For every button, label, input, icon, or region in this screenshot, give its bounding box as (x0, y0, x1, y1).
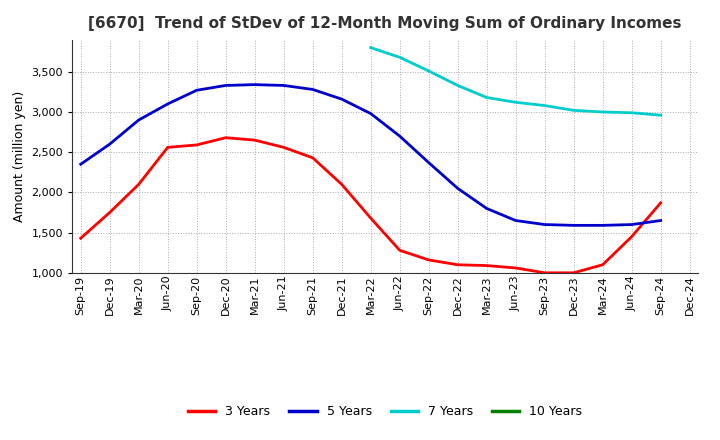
7 Years (570, 108, 578, 113)
3 Years (482, 263, 491, 268)
3 Years (366, 216, 375, 221)
3 Years (192, 142, 201, 147)
3 Years (541, 270, 549, 275)
Line: 3 Years: 3 Years (81, 138, 661, 273)
3 Years (105, 210, 114, 215)
5 Years (454, 186, 462, 191)
5 Years (135, 117, 143, 123)
3 Years (163, 145, 172, 150)
5 Years (192, 88, 201, 93)
5 Years (163, 101, 172, 106)
5 Years (279, 83, 288, 88)
3 Years (657, 200, 665, 205)
3 Years (221, 135, 230, 140)
3 Years (76, 235, 85, 241)
3 Years (598, 262, 607, 268)
3 Years (511, 265, 520, 271)
7 Years (627, 110, 636, 115)
7 Years (598, 109, 607, 114)
5 Years (482, 206, 491, 211)
7 Years (395, 55, 404, 60)
3 Years (627, 234, 636, 239)
5 Years (424, 160, 433, 165)
Title: [6670]  Trend of StDev of 12-Month Moving Sum of Ordinary Incomes: [6670] Trend of StDev of 12-Month Moving… (89, 16, 682, 32)
5 Years (657, 218, 665, 223)
5 Years (366, 111, 375, 116)
5 Years (251, 82, 259, 87)
3 Years (395, 248, 404, 253)
5 Years (221, 83, 230, 88)
3 Years (279, 145, 288, 150)
5 Years (541, 222, 549, 227)
5 Years (511, 218, 520, 223)
7 Years (482, 95, 491, 100)
5 Years (308, 87, 317, 92)
5 Years (627, 222, 636, 227)
5 Years (338, 96, 346, 102)
3 Years (308, 155, 317, 161)
3 Years (251, 137, 259, 143)
3 Years (570, 270, 578, 275)
7 Years (541, 103, 549, 108)
7 Years (657, 113, 665, 118)
Line: 5 Years: 5 Years (81, 84, 661, 225)
7 Years (366, 45, 375, 50)
5 Years (105, 142, 114, 147)
3 Years (454, 262, 462, 268)
5 Years (76, 161, 85, 167)
5 Years (570, 223, 578, 228)
3 Years (424, 257, 433, 263)
5 Years (395, 133, 404, 139)
7 Years (511, 100, 520, 105)
7 Years (454, 83, 462, 88)
7 Years (424, 68, 433, 73)
3 Years (338, 182, 346, 187)
5 Years (598, 223, 607, 228)
Legend: 3 Years, 5 Years, 7 Years, 10 Years: 3 Years, 5 Years, 7 Years, 10 Years (183, 400, 588, 423)
3 Years (135, 182, 143, 187)
Line: 7 Years: 7 Years (371, 48, 661, 115)
Y-axis label: Amount (million yen): Amount (million yen) (13, 91, 26, 222)
